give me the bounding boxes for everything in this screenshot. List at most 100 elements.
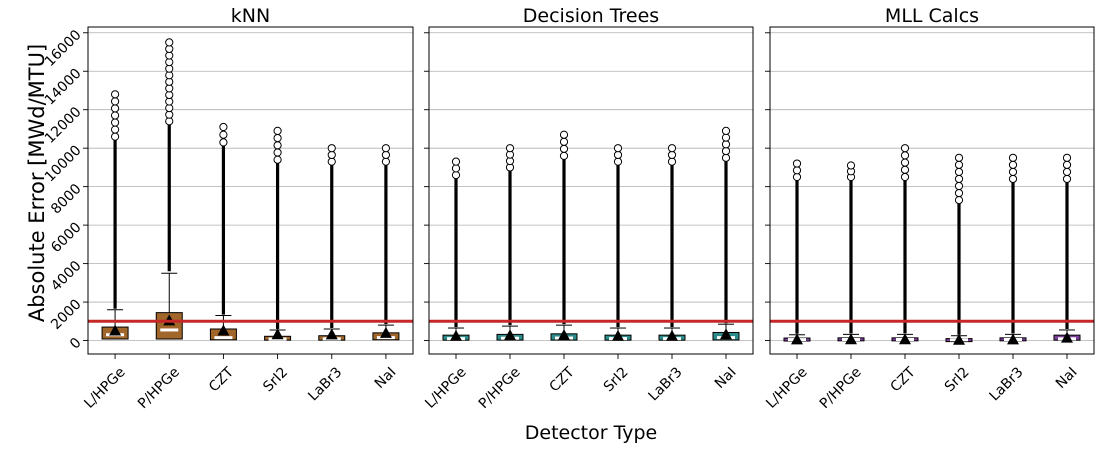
mean-marker (217, 324, 230, 336)
outlier-point (1062, 160, 1072, 169)
panel-frame (428, 26, 754, 355)
box-CZT (550, 130, 578, 341)
outlier-point (110, 111, 120, 120)
x-tick-label: P/HPGe (476, 364, 524, 412)
box-NaI (372, 144, 400, 341)
outlier-point (273, 126, 282, 135)
y-tick-label: 2000 (48, 296, 85, 333)
outlier-point (110, 104, 120, 113)
outlier-point (667, 150, 677, 160)
box-NaI (1053, 153, 1081, 343)
outlier-point (721, 133, 731, 142)
outlier-point (505, 144, 515, 153)
outlier-point (559, 130, 569, 139)
x-tick-label: L/HPGe (81, 364, 128, 411)
x-tick-label: NaI (372, 364, 400, 392)
mean-marker (558, 328, 570, 340)
outlier-point (1008, 153, 1018, 162)
outlier-point (900, 172, 910, 182)
outlier-point (110, 125, 120, 134)
mean-marker (379, 326, 392, 338)
outlier-point (273, 133, 282, 143)
outlier-point (219, 122, 228, 132)
outlier-point (954, 160, 964, 169)
outlier-point (559, 151, 569, 160)
x-tick-label: P/HPGe (817, 364, 865, 412)
outlier-point (792, 166, 802, 175)
outlier-point (954, 196, 964, 205)
x-tick-label: SrI2 (260, 364, 291, 395)
outlier-point (954, 153, 964, 162)
median-line (214, 336, 233, 340)
box-P/HPGe (155, 38, 183, 340)
outlier-point (273, 148, 282, 157)
x-tick-label: LaBr3 (987, 364, 1027, 404)
outlier-point (954, 167, 964, 177)
box-CZT (209, 122, 237, 341)
outlier-point (110, 97, 120, 106)
panel-2: MLL Calcs L/HPGe P/HPGe CZT SrI2 LaBr3 NaI (763, 5, 1095, 412)
mean-marker (612, 329, 624, 341)
outlier-point (721, 126, 731, 135)
panel-frame (87, 26, 414, 355)
x-axis-label: Detector Type (525, 422, 657, 444)
outlier-point (900, 144, 910, 153)
outlier-point (613, 150, 623, 160)
outlier-point (451, 164, 461, 173)
outlier-point (327, 150, 336, 160)
box-body (155, 312, 183, 340)
median-line (160, 328, 179, 332)
mean-marker (1061, 331, 1073, 343)
x-tick-label: CZT (206, 364, 237, 395)
mean-marker (109, 324, 122, 336)
box-NaI (712, 126, 740, 341)
x-tick-label: CZT (888, 364, 919, 395)
outlier-point (721, 153, 731, 162)
panel-0: kNN0200040006000800010000120001400016000… (42, 5, 414, 412)
outlier-point (559, 144, 569, 153)
outlier-point (110, 118, 120, 127)
panel-title: kNN (231, 5, 270, 27)
outlier-point (792, 172, 802, 182)
mean-marker (271, 328, 284, 340)
outlier-point (273, 155, 282, 164)
outlier-point (559, 137, 569, 146)
box-L/HPGe (442, 157, 470, 341)
mean-marker (899, 333, 911, 345)
box-SrI2 (264, 126, 292, 341)
x-tick-label: L/HPGe (422, 364, 469, 411)
outlier-point (954, 188, 964, 198)
outlier-point (219, 130, 228, 139)
box-CZT (891, 144, 919, 345)
outlier-point (110, 132, 120, 141)
outlier-point (900, 165, 910, 174)
box-L/HPGe (783, 159, 811, 345)
mean-marker (845, 333, 857, 345)
outlier-point (954, 181, 964, 191)
outlier-point (954, 174, 964, 184)
outlier-point (1008, 167, 1018, 177)
outlier-point (327, 144, 336, 153)
outlier-point (1062, 174, 1072, 184)
outlier-point (613, 157, 623, 166)
panel-title: Decision Trees (523, 5, 659, 27)
x-tick-label: LaBr3 (305, 364, 345, 404)
outlier-point (451, 157, 461, 166)
box-LaBr3 (999, 153, 1027, 345)
mean-marker (720, 328, 732, 340)
outlier-point (1062, 153, 1072, 162)
outlier-point (110, 90, 120, 99)
mean-marker (1007, 333, 1019, 345)
mean-marker (953, 333, 965, 345)
outlier-point (165, 38, 174, 47)
y-tick-label: 6000 (48, 219, 85, 256)
outlier-point (381, 150, 391, 160)
box-P/HPGe (837, 161, 865, 345)
y-tick-label: 4000 (48, 258, 85, 295)
outlier-point (721, 140, 731, 149)
x-tick-label: NaI (712, 364, 740, 392)
box-SrI2 (945, 153, 973, 345)
y-axis-label: Absolute Error [MWd/MTU] (25, 44, 49, 322)
